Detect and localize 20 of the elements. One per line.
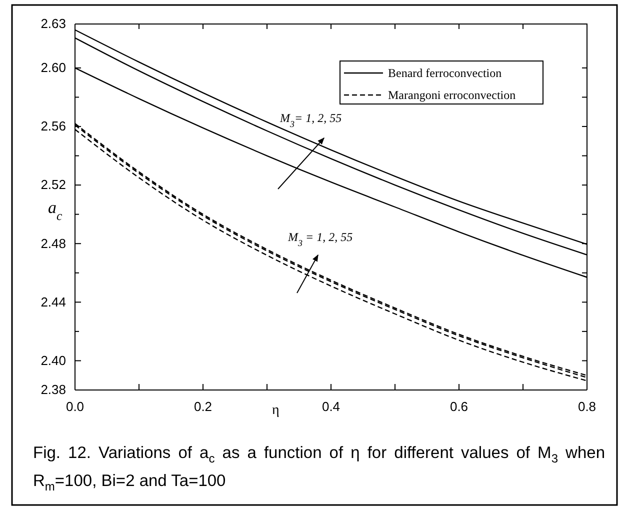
x-tick-label: 0.0 xyxy=(66,399,84,414)
x-axis-title: η xyxy=(272,403,280,418)
y-tick-label: 2.60 xyxy=(40,60,66,76)
y-tick-label: 2.44 xyxy=(40,294,66,310)
x-tick-label: 0.6 xyxy=(450,399,468,414)
text: Fig. 12. Variations of a$_{c}$ as a function of η for different values of M$_{3}$ when R$_{m}$=100, Bi=2 and Ta=100 xyxy=(33,444,605,494)
y-tick-label: 2.56 xyxy=(40,118,66,134)
legend-label: Benard ferroconvection xyxy=(388,66,502,80)
y-axis-title: a$_{c}$ xyxy=(48,198,62,223)
x-tick-label: 0.8 xyxy=(578,399,596,414)
x-tick-label: 0.4 xyxy=(322,399,340,414)
y-tick-label: 2.63 xyxy=(40,16,66,32)
x-tick-label: 0.2 xyxy=(194,399,212,414)
legend-label: Marangoni erroconvection xyxy=(388,88,516,102)
y-tick-label: 2.38 xyxy=(40,382,66,398)
y-tick-label: 2.48 xyxy=(40,236,66,251)
annotation: M$_{3}$= 1, 2, 55 xyxy=(279,111,342,129)
y-tick-label: 2.40 xyxy=(40,352,66,368)
y-tick-label: 2.52 xyxy=(40,177,66,192)
annotation: M$_{3}$ = 1, 2, 55 xyxy=(287,230,353,248)
